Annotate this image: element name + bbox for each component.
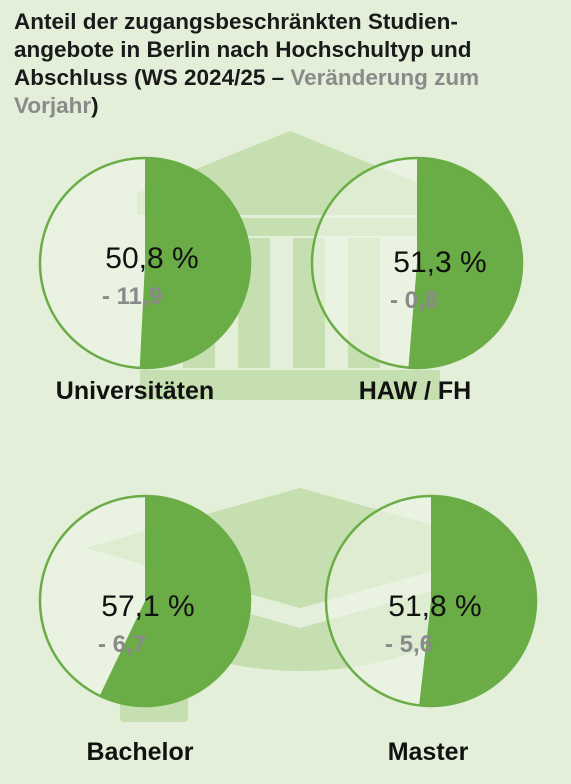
chart-title: Anteil der zugangsbeschränkten Studien-a… <box>14 8 554 120</box>
value-label: 51,8 % <box>388 590 481 623</box>
title-subtitle: Veränderung zum Vorjahr <box>14 65 480 118</box>
value-label: 50,8 % <box>105 242 198 275</box>
change-label: - 11,9 <box>102 283 162 310</box>
change-label: - 5,6 <box>385 631 433 658</box>
title-main: Anteil der zugangsbeschränkten Studien-a… <box>14 9 472 90</box>
change-label: - 6,7 <box>98 631 146 658</box>
category-label: Master <box>388 738 469 766</box>
pie-bachelor: 57,1 % - 6,7 Bachelor <box>38 494 252 766</box>
title-close: ) <box>91 93 99 118</box>
pie-slice <box>408 158 522 368</box>
category-label: Bachelor <box>87 738 194 766</box>
pie-universitäten: 50,8 % - 11,9 Universitäten <box>38 156 252 405</box>
category-label: Universitäten <box>56 377 214 405</box>
category-label: HAW / FH <box>359 377 472 405</box>
pie-slice <box>139 158 251 368</box>
value-label: 51,3 % <box>393 246 486 279</box>
value-label: 57,1 % <box>101 590 194 623</box>
pie-slice <box>99 496 250 706</box>
pie-master: 51,8 % - 5,6 Master <box>324 494 538 766</box>
change-label: - 0,8 <box>390 287 438 314</box>
pie-slice <box>419 496 537 706</box>
pie-haw-fh: 51,3 % - 0,8 HAW / FH <box>310 156 524 405</box>
